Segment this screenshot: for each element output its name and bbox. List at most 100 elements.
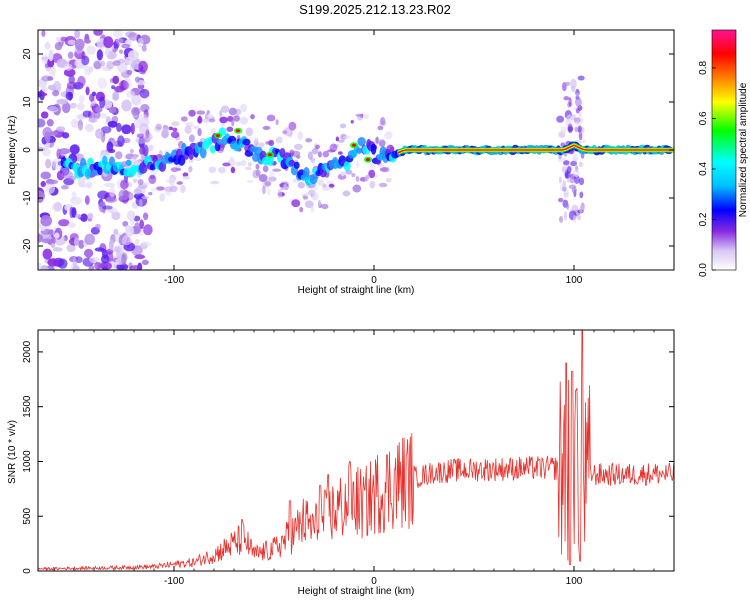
spectrogram-cell <box>74 30 81 39</box>
spectrogram-cell <box>255 169 261 177</box>
spectrogram-cell <box>352 184 362 193</box>
spectrogram-cell <box>567 126 574 132</box>
spectrogram-cell <box>230 166 236 174</box>
spectrogram-cell <box>232 115 240 122</box>
spectrogram-cell <box>128 32 139 41</box>
spectrogram-cell <box>172 127 178 132</box>
spectrogram-cell <box>106 60 115 70</box>
spectrogram-cell <box>192 125 200 130</box>
spectrogram-cell <box>143 224 153 236</box>
spectrogram-cell <box>335 136 340 142</box>
spectrogram-cell <box>378 139 386 148</box>
snr-y-tick-label: 2000 <box>22 340 33 363</box>
spectrogram-cell <box>134 76 140 83</box>
spectrogram-cell <box>107 120 118 128</box>
spectrogram-cell <box>288 159 296 167</box>
spectrogram-cell <box>571 204 579 212</box>
spectrogram-cell <box>240 103 248 113</box>
spectrogram-cell <box>40 215 53 227</box>
spectrogram-cell <box>247 162 253 167</box>
spectrogram-cell <box>268 139 275 147</box>
spectrogram-cell <box>175 167 182 171</box>
spectrogram-cell <box>95 128 104 139</box>
spectrogram-cell <box>137 178 144 186</box>
spectrogram-cell <box>168 177 175 186</box>
spectrogram-cell <box>145 133 153 141</box>
spectrogram-cell <box>125 159 132 167</box>
spectrogram-cell <box>58 148 71 155</box>
spectrogram-cell <box>239 116 249 125</box>
spectrogram-cell <box>66 244 76 253</box>
spectrogram-cell <box>572 215 577 223</box>
spectrogram-cell <box>56 98 69 105</box>
spectrogram-cell <box>137 37 144 48</box>
spectrogram-cell <box>113 228 119 235</box>
spectrogram-cell <box>337 139 345 143</box>
spectrogram-cell <box>50 242 56 248</box>
spectrogram-cell <box>317 179 325 186</box>
snr-x-tick-label: 0 <box>371 576 377 587</box>
spectrogram-cell <box>38 91 43 98</box>
spectrogram-cell <box>47 105 59 113</box>
spectrogram-cell <box>69 206 74 219</box>
spectrogram-cell <box>52 247 63 252</box>
spectrogram-cell <box>355 175 360 182</box>
spectrogram-cell <box>130 122 135 135</box>
spectrogram-cell <box>40 180 46 188</box>
colorbar-label: Normalized spectral amplitude <box>738 82 749 217</box>
spectrogram-cell <box>378 182 388 188</box>
spectrogram-cell <box>106 50 117 60</box>
spectrogram-cell <box>58 219 70 227</box>
spectrogram-cell <box>38 142 42 148</box>
spectrogram-cell <box>142 212 149 221</box>
spectrogram-cell <box>117 135 125 147</box>
spectrogram-cell <box>235 161 242 167</box>
spectrogram-cell <box>69 102 77 109</box>
spectrogram-cell <box>148 144 154 152</box>
spectrogram-cell <box>310 206 314 213</box>
colorbar-tick-label: 0.4 <box>698 162 709 176</box>
spectrogram-cell <box>351 173 356 178</box>
spectrogram-cell <box>106 141 114 152</box>
spectrogram-cell <box>356 147 363 154</box>
spectrogram-cell <box>96 49 104 61</box>
spectrogram-cell <box>139 198 143 208</box>
spectrogram-cell <box>562 180 567 188</box>
spectrogram-cell <box>210 127 217 134</box>
spectrogram-cell <box>118 189 130 201</box>
spectrogram-cell <box>81 55 90 66</box>
spectrogram-cell <box>558 176 562 184</box>
snr-series-line <box>38 330 674 571</box>
colorbar-tick-label: 0.6 <box>698 111 709 125</box>
spectrogram-cell <box>68 75 75 84</box>
spectrogram-cell <box>112 91 120 101</box>
spectrogram-cell <box>51 158 63 170</box>
spectrogram-cell <box>216 138 224 145</box>
spectrogram-cell <box>78 239 85 249</box>
spectrogram-cell <box>562 186 567 192</box>
spectrogram-cell <box>350 120 354 124</box>
spectrogram-cell <box>41 86 48 92</box>
spectrogram-cell <box>219 116 228 124</box>
spectrogram-cell <box>42 248 53 260</box>
spectrogram-hotspot-core <box>268 153 272 157</box>
spectrogram-cell <box>326 149 336 153</box>
spectrogram-cell <box>118 49 124 54</box>
spectrogram-cell <box>111 211 121 221</box>
spectrogram-cell <box>64 63 73 71</box>
spectrogram-cell <box>84 248 94 258</box>
spectrogram-cell <box>572 169 580 177</box>
spectrogram-cell <box>381 166 390 173</box>
spectrogram-cell <box>574 126 578 133</box>
spectrogram-cell <box>188 134 195 143</box>
spectrogram-y-tick-label: 20 <box>22 48 33 60</box>
spectrogram-cell <box>577 75 585 81</box>
spectrogram-cell <box>317 151 322 158</box>
spectrogram-y-tick-label: 10 <box>22 96 33 108</box>
spectrogram-cell <box>579 191 584 199</box>
spectrogram-cell <box>138 60 148 73</box>
spectrogram-cell <box>163 149 171 154</box>
